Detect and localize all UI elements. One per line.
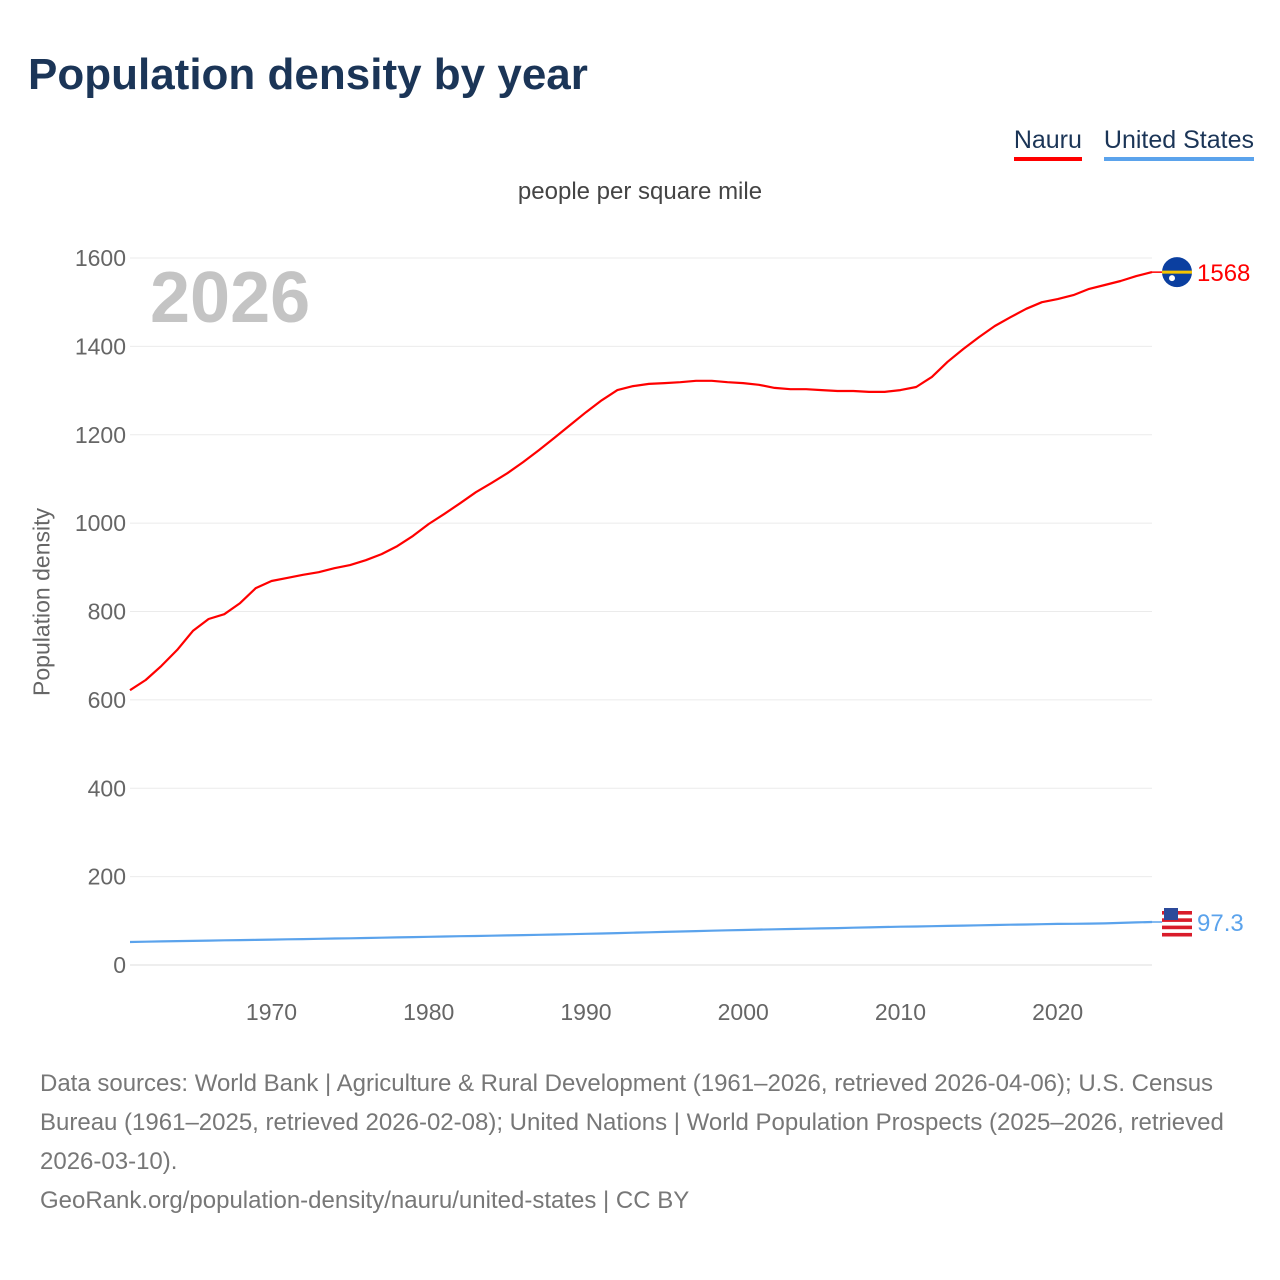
us-flag-stripe — [1162, 918, 1192, 922]
y-tick-label: 1200 — [75, 422, 126, 448]
us-flag-stripe — [1162, 932, 1192, 937]
x-tick-label: 1990 — [560, 999, 611, 1025]
y-tick-label: 1000 — [75, 510, 126, 536]
y-tick-label: 1600 — [75, 245, 126, 271]
line-chart: 0 200 400 600 800 1000 1200 1400 1600 1970 1980 199… — [75, 245, 1251, 1025]
us-flag-canton — [1164, 908, 1178, 921]
series-line-nauru — [129, 271, 1153, 692]
nauru-flag-star — [1169, 275, 1175, 282]
x-tick-label: 2010 — [875, 999, 926, 1025]
data-sources: Data sources: World Bank | Agriculture &… — [40, 1070, 1224, 1175]
x-tick-label: 2020 — [1032, 999, 1083, 1025]
year-watermark: 2026 — [150, 258, 310, 338]
chart-subtitle: people per square mile — [517, 178, 763, 205]
source-link[interactable]: GeoRank.org/population-density/nauru/uni… — [40, 1187, 690, 1214]
end-value-label: 1568 — [1197, 260, 1250, 287]
y-tick-label: 0 — [113, 952, 126, 978]
y-tick-label: 400 — [88, 775, 126, 801]
y-tick-label: 200 — [88, 864, 126, 890]
y-tick-label: 800 — [88, 599, 126, 625]
us-flag-stripe — [1162, 925, 1192, 930]
series-line-united-states — [129, 920, 1153, 944]
y-tick-label: 1400 — [75, 333, 126, 359]
footer: Data sources: World Bank | Agriculture &… — [40, 1064, 1250, 1220]
legend: Nauru United States — [1013, 126, 1254, 161]
legend-item-nauru[interactable]: Nauru — [1013, 126, 1082, 161]
end-value-label: 97.3 — [1197, 910, 1244, 937]
x-tick-label: 1980 — [403, 999, 454, 1025]
nauru-flag-stripe — [1162, 270, 1192, 274]
x-tick-label: 1970 — [246, 999, 297, 1025]
legend-item-united-states[interactable]: United States — [1103, 126, 1254, 161]
y-tick-label: 600 — [88, 687, 126, 713]
chart-title: Population density by year — [28, 50, 588, 99]
x-tick-label: 2000 — [718, 999, 769, 1025]
